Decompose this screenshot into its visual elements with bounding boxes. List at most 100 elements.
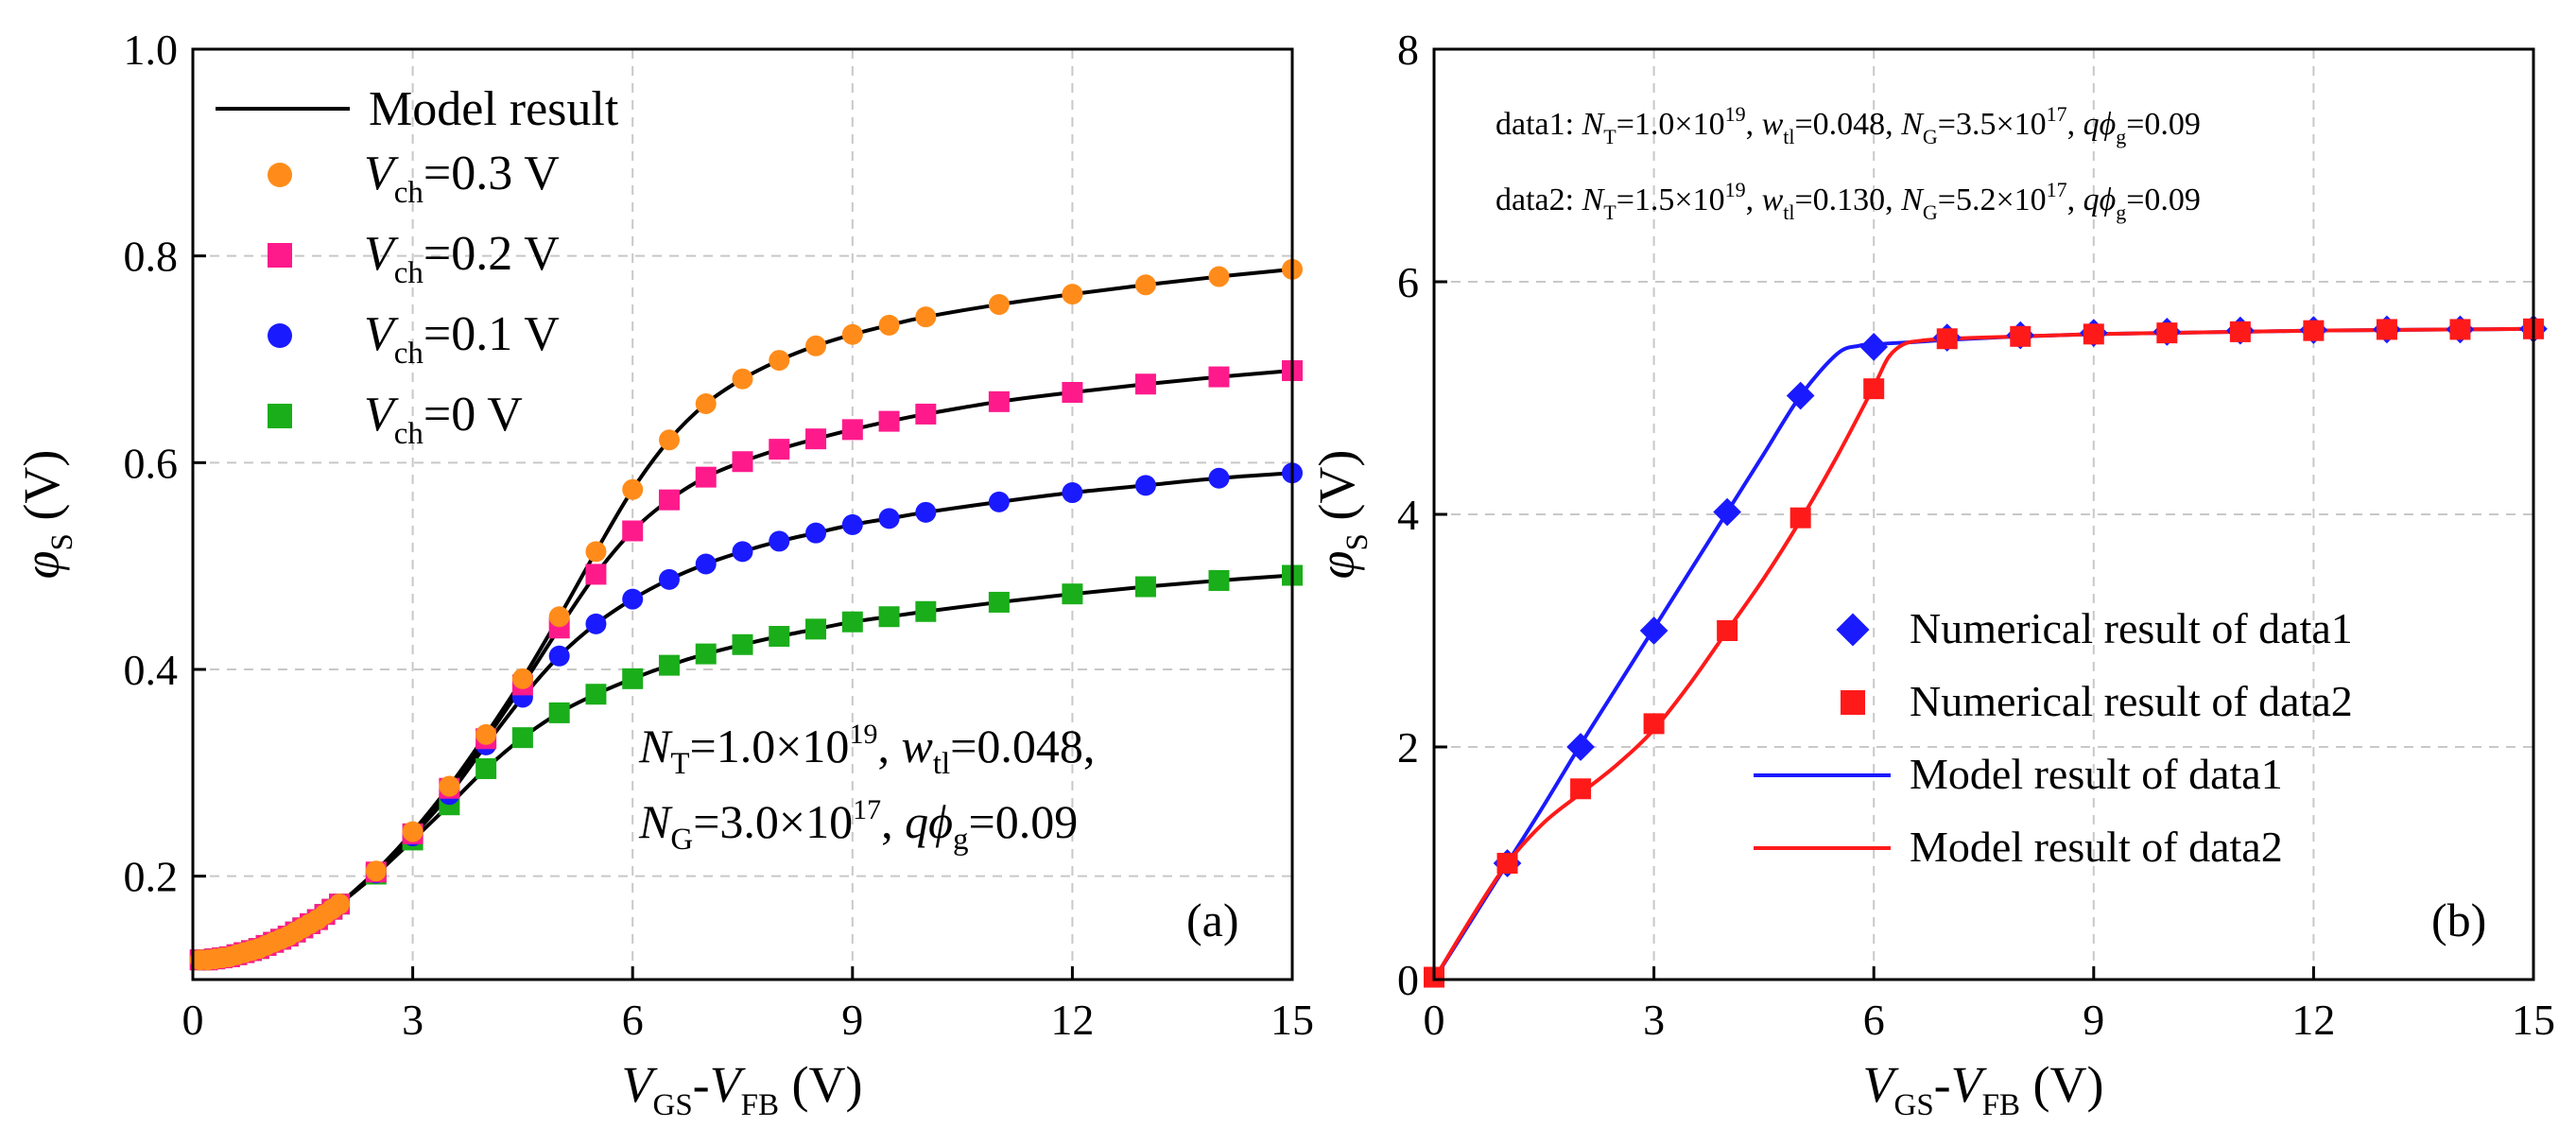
data-point <box>329 893 351 915</box>
panel-a-param-line-2: NG=3.0×1017, qϕg=0.09 <box>638 794 1078 857</box>
panel-a-y-tick-label: 0.6 <box>124 439 179 487</box>
panel-b-x-tick-label: 12 <box>2291 996 2335 1044</box>
panel-b-y-tick-label: 8 <box>1397 26 1419 74</box>
data-point <box>769 530 790 552</box>
panel-b-y-tick-label: 2 <box>1397 723 1419 772</box>
legend-entry-label: Vch=0 V <box>364 388 523 451</box>
panel-b-y-tick-label: 0 <box>1397 956 1419 1004</box>
data-point <box>695 553 717 575</box>
data-point <box>915 403 937 425</box>
data-point <box>841 611 863 633</box>
data-point <box>695 393 717 415</box>
data-point <box>1062 284 1083 305</box>
data-point <box>1786 381 1815 410</box>
data-point <box>402 821 424 842</box>
data-point <box>732 633 753 655</box>
panel-b-y-tick-label: 4 <box>1397 491 1419 539</box>
data-point <box>2083 323 2104 345</box>
data-point <box>622 478 644 500</box>
data-point <box>878 508 900 529</box>
panel-a-ticks: 0 3 6 9 12 15 0.2 0.4 0.6 0.8 1.0 <box>124 26 1315 1044</box>
panel-b-y-tick-label: 6 <box>1397 258 1419 306</box>
data-point <box>878 314 900 336</box>
data-point <box>1639 616 1668 645</box>
data-point <box>511 727 533 749</box>
panel-a-frame <box>191 47 1294 981</box>
panel-a-label: (a) <box>1186 893 1239 946</box>
data-point <box>511 668 533 689</box>
panel-a-x-tick-label: 15 <box>1271 996 1314 1044</box>
legend-entry-label: Model result of data2 <box>1910 823 2283 871</box>
data-point <box>1208 366 1230 388</box>
legend-marker <box>268 323 292 348</box>
panel-b-x-axis-title: VGS-VFB (V) <box>1862 1056 2103 1122</box>
data-point <box>1062 583 1083 605</box>
data-point <box>1208 569 1230 591</box>
panel-a-y-tick-label: 0.8 <box>124 233 179 281</box>
panel-a-legend: Model result Vch=0.3 V Vch=0.2 V Vch=0.1 V… <box>216 82 619 451</box>
panel-a-x-tick-label: 9 <box>841 996 863 1044</box>
data-point <box>1134 274 1156 296</box>
data-point <box>878 606 900 628</box>
data-point <box>1570 778 1592 800</box>
data-point <box>622 668 644 689</box>
panel-a-y-tick-label: 0.2 <box>124 853 179 901</box>
legend-entry-label: Vch=0.2 V <box>364 227 560 290</box>
panel-b-x-tick-label: 9 <box>2083 996 2104 1044</box>
data-point <box>2229 321 2251 342</box>
data-point <box>1208 467 1230 489</box>
panel-b-grid <box>1434 49 2533 980</box>
panel-a-y-axis-title: φS (V) <box>13 450 79 580</box>
data-point <box>769 350 790 372</box>
data-point <box>585 613 607 634</box>
panel-b-x-tick-label: 15 <box>2512 996 2555 1044</box>
data-point <box>548 645 570 667</box>
data-point <box>988 591 1010 613</box>
panel-b-x-tick-label: 6 <box>1863 996 1885 1044</box>
data-point <box>1936 328 1958 350</box>
data-point <box>1208 266 1230 287</box>
data-point <box>622 520 644 542</box>
panel-b-y-axis-title: φS (V) <box>1308 450 1374 580</box>
data-point <box>2449 319 2471 340</box>
data-point <box>1062 482 1083 504</box>
data-point <box>732 368 753 390</box>
data-point <box>1713 497 1741 527</box>
data-point <box>585 684 607 705</box>
legend-entry-label: Vch=0.3 V <box>364 147 560 210</box>
data-point <box>841 419 863 441</box>
data-point <box>732 541 753 563</box>
data-point <box>2376 319 2397 340</box>
legend-marker <box>268 404 292 428</box>
data-point <box>988 390 1010 412</box>
data-point <box>1496 853 1518 874</box>
panel-a-y-tick-label: 0.4 <box>124 646 179 694</box>
panel-a-y-tick-label: 1.0 <box>124 26 179 74</box>
data-point <box>439 775 460 797</box>
legend-marker <box>1841 690 1865 715</box>
panel-a-x-tick-label: 6 <box>622 996 644 1044</box>
data-point <box>805 618 827 640</box>
data-point <box>622 588 644 610</box>
panel-b-legend: Numerical result of data1 Numerical resul… <box>1754 604 2353 871</box>
data-point <box>915 600 937 622</box>
data-point <box>548 606 570 628</box>
data-point <box>585 541 607 563</box>
model-curve <box>1432 326 2534 981</box>
data-point <box>475 757 497 779</box>
data-point <box>878 410 900 432</box>
data-point <box>585 564 607 585</box>
data-point <box>1863 378 1885 400</box>
data-point <box>988 491 1010 512</box>
legend-model-label: Model result <box>369 82 619 136</box>
model-curve <box>1432 326 2534 981</box>
data-point <box>988 294 1010 316</box>
data-point <box>1566 733 1595 761</box>
panel-a-param-line-1: NT=1.0×1019, wtl=0.048, <box>638 719 1095 781</box>
data-point <box>365 860 387 882</box>
legend-entry-label: Numerical result of data1 <box>1910 604 2353 652</box>
data-point <box>2303 320 2325 341</box>
data-point <box>805 335 827 356</box>
data-point <box>695 466 717 488</box>
